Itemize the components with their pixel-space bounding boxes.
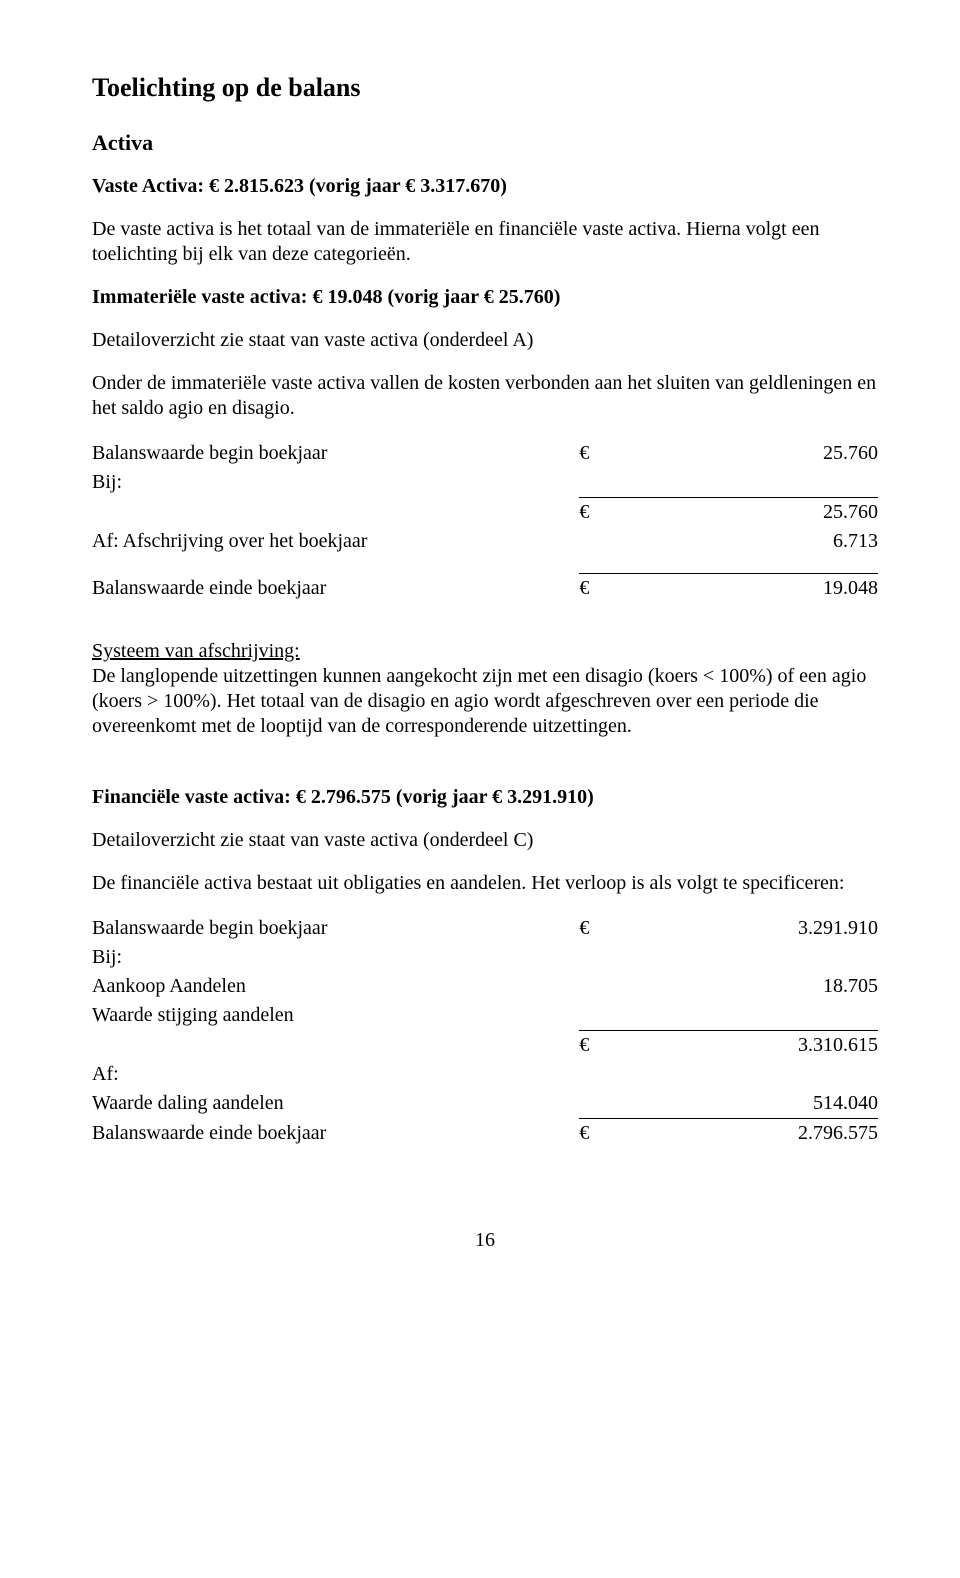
currency: € — [579, 497, 610, 527]
currency: € — [579, 439, 610, 468]
table-row: € 3.310.615 — [92, 1030, 878, 1060]
calc-label: Aankoop Aandelen — [92, 972, 579, 1001]
activa-heading: Activa — [92, 129, 878, 157]
calc-label: Balanswaarde einde boekjaar — [92, 1118, 579, 1148]
currency: € — [579, 914, 610, 943]
table-row: Balanswaarde einde boekjaar € 19.048 — [92, 574, 878, 604]
calc-value: 3.291.910 — [611, 914, 878, 943]
table-row: Bij: — [92, 468, 878, 497]
paragraph-vaste-activa: De vaste activa is het totaal van de imm… — [92, 217, 878, 267]
calc-table-immaterial: Balanswaarde begin boekjaar € 25.760 Bij… — [92, 439, 878, 603]
calc-label: Af: — [92, 1060, 579, 1089]
calc-label: Balanswaarde begin boekjaar — [92, 439, 579, 468]
calc-label: Af: Afschrijving over het boekjaar — [92, 527, 579, 556]
calc-value: 18.705 — [611, 972, 878, 1001]
vaste-activa-heading: Vaste Activa: € 2.815.623 (vorig jaar € … — [92, 174, 878, 199]
table-row: Waarde daling aandelen 514.040 — [92, 1089, 878, 1119]
table-row: Bij: — [92, 943, 878, 972]
currency: € — [579, 1030, 610, 1060]
immateriele-heading: Immateriële vaste activa: € 19.048 (vori… — [92, 285, 878, 310]
table-row: Balanswaarde begin boekjaar € 3.291.910 — [92, 914, 878, 943]
calc-value: 3.310.615 — [611, 1030, 878, 1060]
currency: € — [579, 1118, 610, 1148]
doc-title: Toelichting op de balans — [92, 72, 878, 105]
table-row: € 25.760 — [92, 497, 878, 527]
calc-label: Bij: — [92, 468, 579, 497]
calc-value: 25.760 — [611, 439, 878, 468]
table-row: Balanswaarde begin boekjaar € 25.760 — [92, 439, 878, 468]
calc-label: Bij: — [92, 943, 579, 972]
calc-value: 6.713 — [611, 527, 878, 556]
currency: € — [579, 574, 610, 604]
table-row: Balanswaarde einde boekjaar € 2.796.575 — [92, 1118, 878, 1148]
paragraph-detail-a: Detailoverzicht zie staat van vaste acti… — [92, 328, 878, 353]
table-row: Aankoop Aandelen 18.705 — [92, 972, 878, 1001]
financiele-heading: Financiële vaste activa: € 2.796.575 (vo… — [92, 785, 878, 810]
calc-value: 2.796.575 — [611, 1118, 878, 1148]
paragraph-detail-c: Detailoverzicht zie staat van vaste acti… — [92, 828, 878, 853]
calc-label: Balanswaarde einde boekjaar — [92, 574, 579, 604]
page-number: 16 — [92, 1228, 878, 1253]
system-body: De langlopende uitzettingen kunnen aange… — [92, 665, 866, 737]
table-row: Af: Afschrijving over het boekjaar 6.713 — [92, 527, 878, 556]
paragraph-fin-desc: De financiële activa bestaat uit obligat… — [92, 871, 878, 896]
table-row: Af: — [92, 1060, 878, 1089]
calc-label: Balanswaarde begin boekjaar — [92, 914, 579, 943]
calc-label: Waarde daling aandelen — [92, 1089, 579, 1119]
calc-table-financial: Balanswaarde begin boekjaar € 3.291.910 … — [92, 914, 878, 1148]
calc-value: 514.040 — [611, 1089, 878, 1119]
calc-label: Waarde stijging aandelen — [92, 1001, 579, 1030]
system-paragraph: Systeem van afschrijving: De langlopende… — [92, 639, 878, 739]
system-heading: Systeem van afschrijving: — [92, 640, 300, 662]
table-row: Waarde stijging aandelen — [92, 1001, 878, 1030]
calc-value: 19.048 — [611, 574, 878, 604]
paragraph-immat-desc: Onder de immateriële vaste activa vallen… — [92, 371, 878, 421]
calc-value: 25.760 — [611, 497, 878, 527]
